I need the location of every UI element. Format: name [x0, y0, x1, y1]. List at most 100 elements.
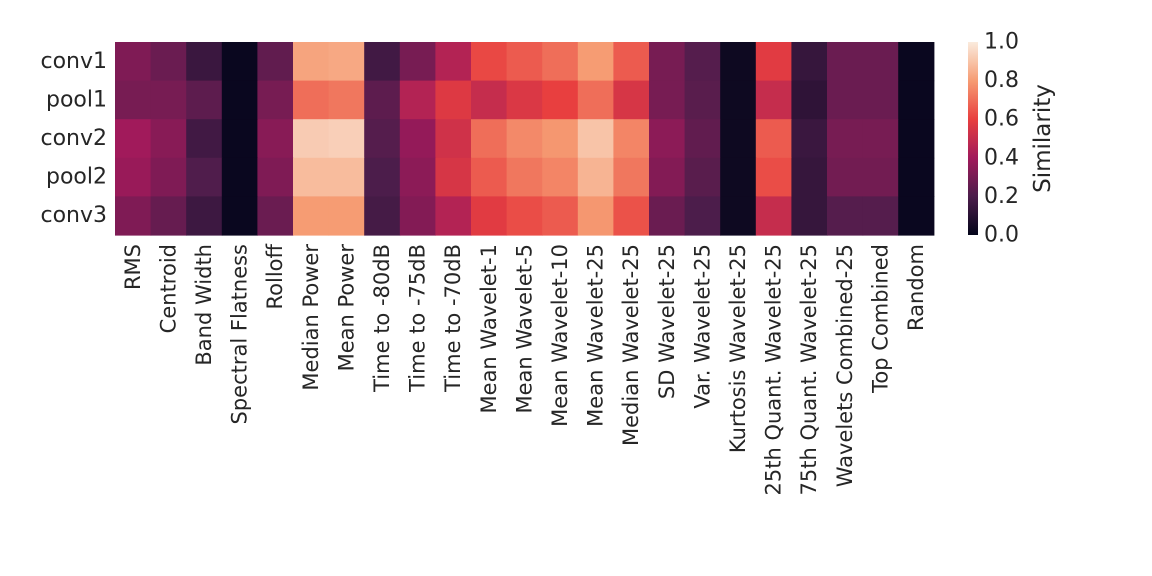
heatmap-cell-conv3-wavelets-combined-25	[827, 196, 864, 236]
heatmap-cell-pool2-mean-wavelet-10	[542, 157, 579, 197]
heatmap-cells	[115, 42, 935, 236]
heatmap-cell-conv2-spectral-flatness	[221, 119, 258, 159]
heatmap-cell-pool1-kurtosis-wavelet-25	[720, 80, 757, 120]
heatmap-cell-pool2-time-to-75db	[399, 157, 436, 197]
heatmap-cell-pool2-wavelets-combined-25	[827, 157, 864, 197]
colorbar-tick-label: 0.0	[984, 223, 1019, 248]
column-label-mean-wavelet-1: Mean Wavelet-1	[477, 244, 501, 413]
heatmap-cell-pool2-kurtosis-wavelet-25	[720, 157, 757, 197]
colorbar-gradient	[968, 42, 978, 235]
heatmap-cell-conv3-time-to-70db	[435, 196, 472, 236]
column-label-mean-wavelet-25: Mean Wavelet-25	[584, 244, 608, 427]
heatmap-cell-conv3-median-power	[293, 196, 330, 236]
heatmap-cell-conv3-kurtosis-wavelet-25	[720, 196, 757, 236]
heatmap-cell-conv3-mean-power	[328, 196, 365, 236]
heatmap-cell-conv1-time-to-70db	[435, 42, 472, 82]
heatmap-cell-conv1-median-wavelet-25	[613, 42, 650, 82]
heatmap-cell-pool1-median-power	[293, 80, 330, 120]
colorbar-tick-label: 0.8	[984, 68, 1019, 93]
heatmap-cell-conv3-time-to-75db	[399, 196, 436, 236]
heatmap-cell-conv2-mean-wavelet-5	[506, 119, 543, 159]
column-label-time-to-75db: Time to -75dB	[406, 244, 430, 393]
heatmap-cell-pool1-mean-wavelet-10	[542, 80, 579, 120]
heatmap-cell-conv3-75th-quant-wavelet-25	[791, 196, 828, 236]
heatmap-cell-conv2-top-combined	[862, 119, 899, 159]
row-label-conv3: conv3	[40, 203, 107, 228]
row-labels: conv1 pool1 conv2 pool2 conv3	[40, 49, 107, 228]
heatmap-cell-conv1-rolloff	[257, 42, 294, 82]
heatmap-cell-conv2-median-wavelet-25	[613, 119, 650, 159]
colorbar-tick-label: 0.4	[984, 145, 1019, 170]
heatmap-cell-pool2-mean-wavelet-5	[506, 157, 543, 197]
heatmap-cell-conv3-mean-wavelet-25	[577, 196, 614, 236]
heatmap-cell-conv1-centroid	[150, 42, 187, 82]
row-label-conv1: conv1	[40, 49, 107, 74]
heatmap-cell-conv1-time-to-80db	[364, 42, 401, 82]
heatmap-cell-conv1-median-power	[293, 42, 330, 82]
heatmap-cell-conv2-mean-power	[328, 119, 365, 159]
column-label-mean-power: Mean Power	[334, 244, 358, 372]
heatmap-cell-conv1-mean-wavelet-1	[471, 42, 508, 82]
column-label-median-power: Median Power	[299, 244, 323, 391]
heatmap-cell-conv3-band-width	[186, 196, 223, 236]
colorbar-tick-label: 0.6	[984, 107, 1019, 132]
heatmap-cell-conv1-wavelets-combined-25	[827, 42, 864, 82]
column-label-median-wavelet-25: Median Wavelet-25	[619, 244, 643, 446]
heatmap-cell-conv1-mean-wavelet-5	[506, 42, 543, 82]
heatmap-cell-pool1-25th-quant-wavelet-25	[755, 80, 792, 120]
column-label-mean-wavelet-10: Mean Wavelet-10	[548, 244, 572, 427]
column-label-band-width: Band Width	[192, 244, 216, 366]
heatmap-cell-pool2-spectral-flatness	[221, 157, 258, 197]
row-label-pool1: pool1	[46, 87, 107, 112]
heatmap-cell-pool1-rolloff	[257, 80, 294, 120]
row-label-conv2: conv2	[40, 126, 107, 151]
column-label-rms: RMS	[121, 244, 145, 290]
column-label-sd-wavelet-25: SD Wavelet-25	[655, 244, 679, 399]
heatmap-cell-pool1-centroid	[150, 80, 187, 120]
heatmap-cell-conv2-centroid	[150, 119, 187, 159]
heatmap-cell-conv3-centroid	[150, 196, 187, 236]
heatmap-cell-conv2-kurtosis-wavelet-25	[720, 119, 757, 159]
colorbar-tick-label: 1.0	[984, 30, 1019, 55]
heatmap-cell-conv2-random	[898, 119, 935, 159]
heatmap-cell-pool1-time-to-75db	[399, 80, 436, 120]
heatmap-cell-pool1-75th-quant-wavelet-25	[791, 80, 828, 120]
heatmap-cell-pool1-wavelets-combined-25	[827, 80, 864, 120]
heatmap-cell-conv2-75th-quant-wavelet-25	[791, 119, 828, 159]
heatmap-cell-conv1-mean-wavelet-10	[542, 42, 579, 82]
heatmap-cell-conv3-rolloff	[257, 196, 294, 236]
heatmap-cell-conv3-25th-quant-wavelet-25	[755, 196, 792, 236]
heatmap-cell-pool1-time-to-80db	[364, 80, 401, 120]
heatmap-cell-pool1-time-to-70db	[435, 80, 472, 120]
heatmap-cell-pool2-var-wavelet-25	[684, 157, 721, 197]
heatmap-cell-conv1-sd-wavelet-25	[649, 42, 686, 82]
heatmap-cell-conv1-spectral-flatness	[221, 42, 258, 82]
column-label-rolloff: Rolloff	[263, 243, 287, 309]
heatmap-cell-conv2-wavelets-combined-25	[827, 119, 864, 159]
heatmap-cell-pool2-mean-wavelet-25	[577, 157, 614, 197]
heatmap-cell-conv1-var-wavelet-25	[684, 42, 721, 82]
column-label-random: Random	[904, 244, 928, 331]
heatmap-cell-pool1-top-combined	[862, 80, 899, 120]
heatmap-cell-conv3-var-wavelet-25	[684, 196, 721, 236]
heatmap-cell-pool2-mean-power	[328, 157, 365, 197]
heatmap-cell-conv3-mean-wavelet-10	[542, 196, 579, 236]
heatmap-cell-pool1-var-wavelet-25	[684, 80, 721, 120]
heatmap-cell-conv1-rms	[115, 42, 152, 82]
heatmap-cell-conv1-75th-quant-wavelet-25	[791, 42, 828, 82]
heatmap-cell-pool1-spectral-flatness	[221, 80, 258, 120]
column-label-kurtosis-wavelet-25: Kurtosis Wavelet-25	[726, 244, 750, 453]
heatmap-cell-conv2-mean-wavelet-10	[542, 119, 579, 159]
column-label-spectral-flatness: Spectral Flatness	[228, 244, 252, 425]
column-label-wavelets-combined-25: Wavelets Combined-25	[833, 244, 857, 487]
column-label-75th-quant-wavelet-25: 75th Quant. Wavelet-25	[797, 244, 821, 495]
heatmap-cell-pool1-random	[898, 80, 935, 120]
heatmap-cell-conv2-time-to-75db	[399, 119, 436, 159]
heatmap-cell-pool2-rms	[115, 157, 152, 197]
heatmap-cell-pool1-mean-wavelet-1	[471, 80, 508, 120]
heatmap-cell-pool1-median-wavelet-25	[613, 80, 650, 120]
heatmap-cell-conv3-rms	[115, 196, 152, 236]
heatmap-cell-conv1-mean-power	[328, 42, 365, 82]
heatmap-cell-conv2-rolloff	[257, 119, 294, 159]
